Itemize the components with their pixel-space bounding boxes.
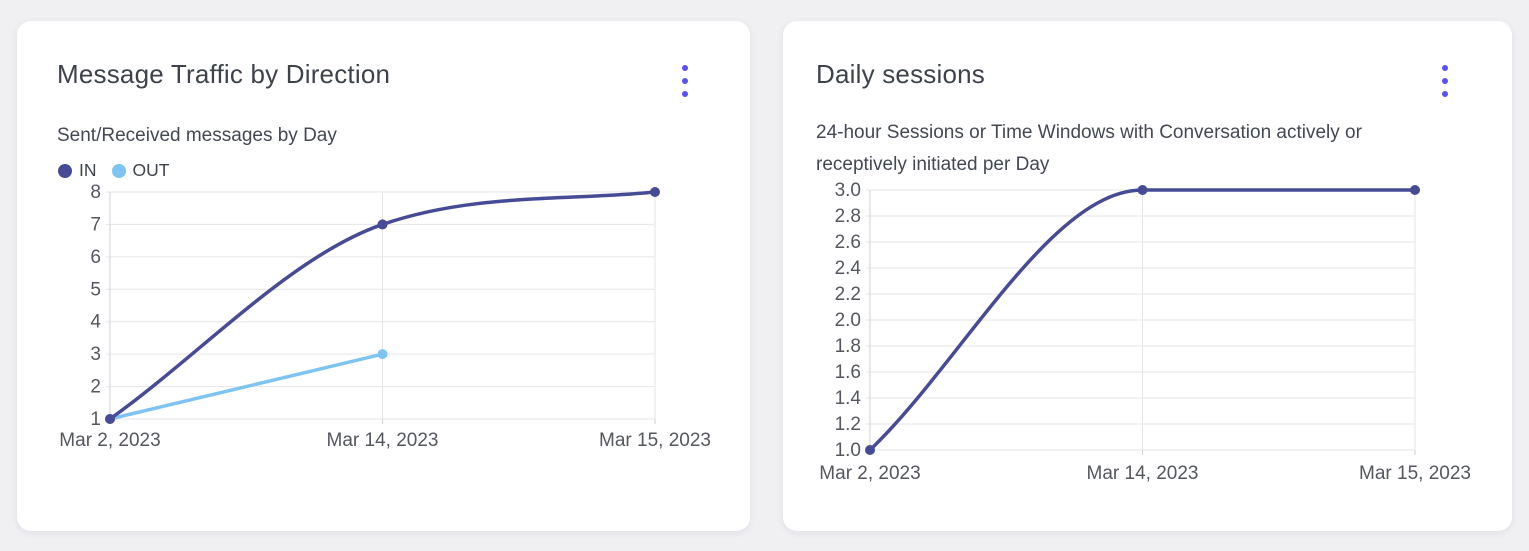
y-axis-tick-label: 8: [90, 182, 101, 203]
y-axis-tick-label: 2.8: [835, 206, 861, 227]
series-daily-sessions: [865, 185, 1420, 455]
kebab-dot: [682, 78, 688, 84]
x-axis-tick-label: Mar 2, 2023: [59, 430, 160, 451]
kebab-menu-icon[interactable]: [1432, 61, 1458, 101]
kebab-menu-icon[interactable]: [672, 61, 698, 101]
kebab-dot: [1442, 78, 1448, 84]
x-axis-tick-label: Mar 14, 2023: [1087, 463, 1199, 484]
y-axis-tick-label: 2: [90, 377, 101, 398]
y-axis-tick-label: 2.2: [835, 284, 861, 305]
kebab-dot: [682, 91, 688, 97]
data-point: [105, 414, 115, 424]
legend-item-in: IN: [58, 160, 97, 181]
kebab-dot: [682, 65, 688, 71]
y-axis-tick-label: 4: [90, 312, 101, 333]
message-traffic-card: Message Traffic by Direction Sent/Receiv…: [17, 21, 750, 531]
card-title: Message Traffic by Direction: [57, 59, 391, 89]
y-axis-tick-label: 6: [90, 247, 101, 268]
daily-sessions-card: Daily sessions 24-hour Sessions or Time …: [783, 21, 1512, 531]
legend-item-out: OUT: [111, 160, 170, 181]
data-point: [650, 187, 660, 197]
y-axis-tick-label: 1.4: [835, 388, 862, 409]
data-point: [1410, 185, 1420, 195]
kebab-dot: [1442, 65, 1448, 71]
chart-legend: IN OUT: [58, 160, 169, 181]
data-point: [865, 445, 875, 455]
y-axis-tick-label: 2.4: [835, 258, 862, 279]
series-in: [105, 187, 660, 424]
card-title: Daily sessions: [816, 59, 985, 89]
legend-label-in: IN: [79, 160, 97, 180]
legend-dot-in: [58, 163, 72, 178]
y-axis-tick-label: 5: [90, 279, 101, 300]
y-axis-tick-label: 1.6: [835, 362, 861, 383]
y-axis-tick-label: 1.2: [835, 414, 861, 435]
y-axis-tick-label: 7: [90, 214, 101, 235]
x-axis-tick-label: Mar 15, 2023: [599, 430, 711, 451]
x-axis-tick-label: Mar 15, 2023: [1359, 463, 1471, 484]
y-axis-tick-label: 2.6: [835, 232, 861, 253]
y-axis-tick-label: 1.0: [835, 440, 861, 461]
x-axis-tick-label: Mar 2, 2023: [819, 463, 920, 484]
kebab-dot: [1442, 91, 1448, 97]
data-point: [1137, 185, 1148, 195]
y-axis-tick-label: 3.0: [835, 180, 861, 201]
x-axis-tick-label: Mar 14, 2023: [327, 430, 439, 451]
y-axis-tick-label: 1: [90, 409, 101, 430]
y-axis-tick-label: 2.0: [835, 310, 861, 331]
y-axis-tick-label: 1.8: [835, 336, 861, 357]
y-axis-tick-label: 3: [90, 344, 101, 365]
legend-dot-out: [111, 163, 126, 178]
data-point: [377, 349, 388, 360]
data-point: [377, 219, 388, 230]
legend-label-out: OUT: [132, 160, 170, 180]
card-subtitle: 24-hour Sessions or Time Windows with Co…: [816, 122, 1362, 175]
card-subtitle: Sent/Received messages by Day: [57, 125, 337, 146]
